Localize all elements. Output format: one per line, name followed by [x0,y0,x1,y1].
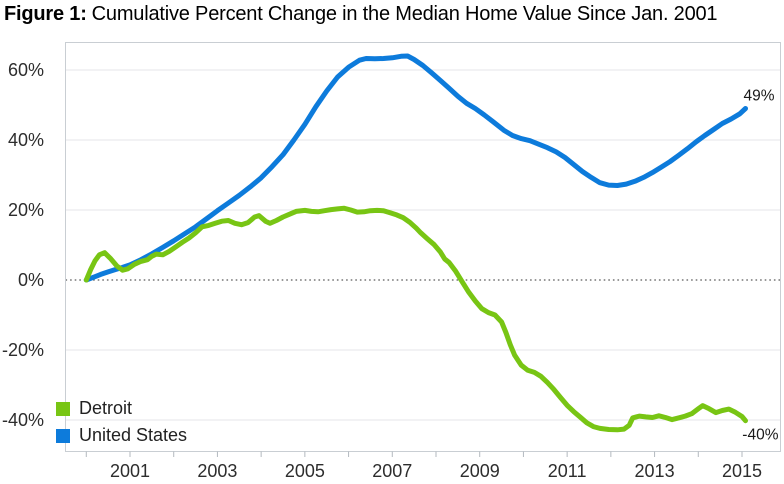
series-line-detroit [83,205,748,433]
united-states-swatch [56,428,70,443]
x-label-2003: 2003 [197,461,237,481]
plot-border [65,42,781,452]
legend: Detroit United States [56,395,187,449]
united-states-legend-label: United States [79,425,188,445]
y-label-40%: 40% [8,130,44,150]
figure-number-label: Figure 1: [4,3,87,25]
y-label-60%: 60% [8,60,44,80]
x-label-2013: 2013 [635,461,675,481]
x-label-2011: 2011 [548,461,587,481]
end-label-detroit: -40% [742,427,778,444]
x-label-2015: 2015 [722,461,762,481]
detroit-legend-label: Detroit [79,398,133,418]
x-label-2007: 2007 [372,461,412,481]
x-label-2001: 2001 [110,461,150,481]
y-label-0%: 0% [18,270,44,290]
x-label-2005: 2005 [285,461,325,481]
y-label-20%: 20% [8,200,44,220]
series-line-united-states [83,53,748,283]
figure-title-text: Cumulative Percent Change in the Median … [91,3,718,25]
y-label--20%: -20% [2,340,44,360]
detroit-swatch [56,401,70,416]
x-label-2009: 2009 [460,461,500,481]
legend-item-united-states: United States [56,422,187,449]
figure-title: Figure 1: Cumulative Percent Change in th… [4,3,718,26]
legend-item-detroit: Detroit [56,395,187,422]
y-label--40%: -40% [2,410,44,430]
end-label-united-states: 49% [743,88,774,105]
